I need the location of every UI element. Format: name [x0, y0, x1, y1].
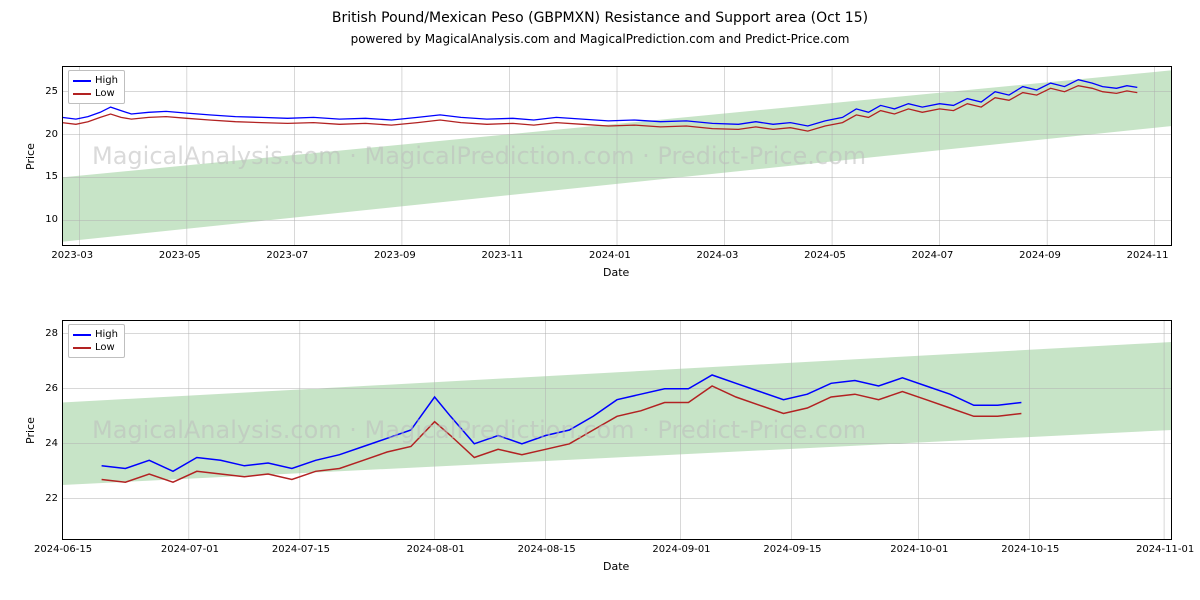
xtick-label: 2023-05 — [159, 250, 201, 261]
xtick-label: 2024-07-01 — [161, 544, 219, 555]
plot-area — [62, 320, 1172, 540]
legend-swatch — [73, 93, 91, 95]
ylabel: Price — [24, 143, 37, 170]
ytick-label: 10 — [45, 214, 58, 225]
ytick-label: 28 — [45, 328, 58, 339]
xtick-label: 2024-07 — [912, 250, 954, 261]
legend-swatch — [73, 80, 91, 82]
legend-item: Low — [73, 341, 118, 354]
xlabel: Date — [603, 266, 629, 279]
legend-label: Low — [95, 341, 115, 354]
chart-bottom: MagicalAnalysis.com · MagicalPrediction.… — [62, 320, 1172, 540]
legend-item: Low — [73, 87, 118, 100]
support-band — [62, 342, 1172, 485]
ylabel: Price — [24, 417, 37, 444]
xtick-label: 2024-03 — [697, 250, 739, 261]
legend-label: Low — [95, 87, 115, 100]
xtick-label: 2024-11 — [1127, 250, 1169, 261]
xtick-label: 2024-07-15 — [272, 544, 330, 555]
xtick-label: 2024-09-01 — [652, 544, 710, 555]
chart-top: MagicalAnalysis.com · MagicalPrediction.… — [62, 66, 1172, 246]
xtick-label: 2024-10-01 — [890, 544, 948, 555]
xtick-label: 2023-11 — [481, 250, 523, 261]
xtick-label: 2023-07 — [266, 250, 308, 261]
xtick-label: 2024-10-15 — [1001, 544, 1059, 555]
xtick-label: 2024-11-01 — [1136, 544, 1194, 555]
legend: HighLow — [68, 324, 125, 358]
xtick-label: 2024-08-01 — [407, 544, 465, 555]
ytick-label: 25 — [45, 86, 58, 97]
legend-label: High — [95, 328, 118, 341]
ytick-label: 26 — [45, 383, 58, 394]
legend-swatch — [73, 347, 91, 349]
xtick-label: 2024-01 — [589, 250, 631, 261]
ytick-label: 20 — [45, 129, 58, 140]
chart-subtitle: powered by MagicalAnalysis.com and Magic… — [0, 32, 1200, 46]
xtick-label: 2024-08-15 — [518, 544, 576, 555]
xtick-label: 2023-09 — [374, 250, 416, 261]
legend: HighLow — [68, 70, 125, 104]
xtick-label: 2024-09 — [1019, 250, 1061, 261]
chart-title: British Pound/Mexican Peso (GBPMXN) Resi… — [0, 10, 1200, 26]
ytick-label: 24 — [45, 438, 58, 449]
legend-item: High — [73, 328, 118, 341]
ytick-label: 22 — [45, 493, 58, 504]
xtick-label: 2024-06-15 — [34, 544, 92, 555]
xtick-label: 2024-05 — [804, 250, 846, 261]
xlabel: Date — [603, 560, 629, 573]
legend-swatch — [73, 334, 91, 336]
ytick-label: 15 — [45, 171, 58, 182]
legend-item: High — [73, 74, 118, 87]
xtick-label: 2023-03 — [51, 250, 93, 261]
plot-area — [62, 66, 1172, 246]
legend-label: High — [95, 74, 118, 87]
figure: British Pound/Mexican Peso (GBPMXN) Resi… — [0, 0, 1200, 600]
xtick-label: 2024-09-15 — [763, 544, 821, 555]
